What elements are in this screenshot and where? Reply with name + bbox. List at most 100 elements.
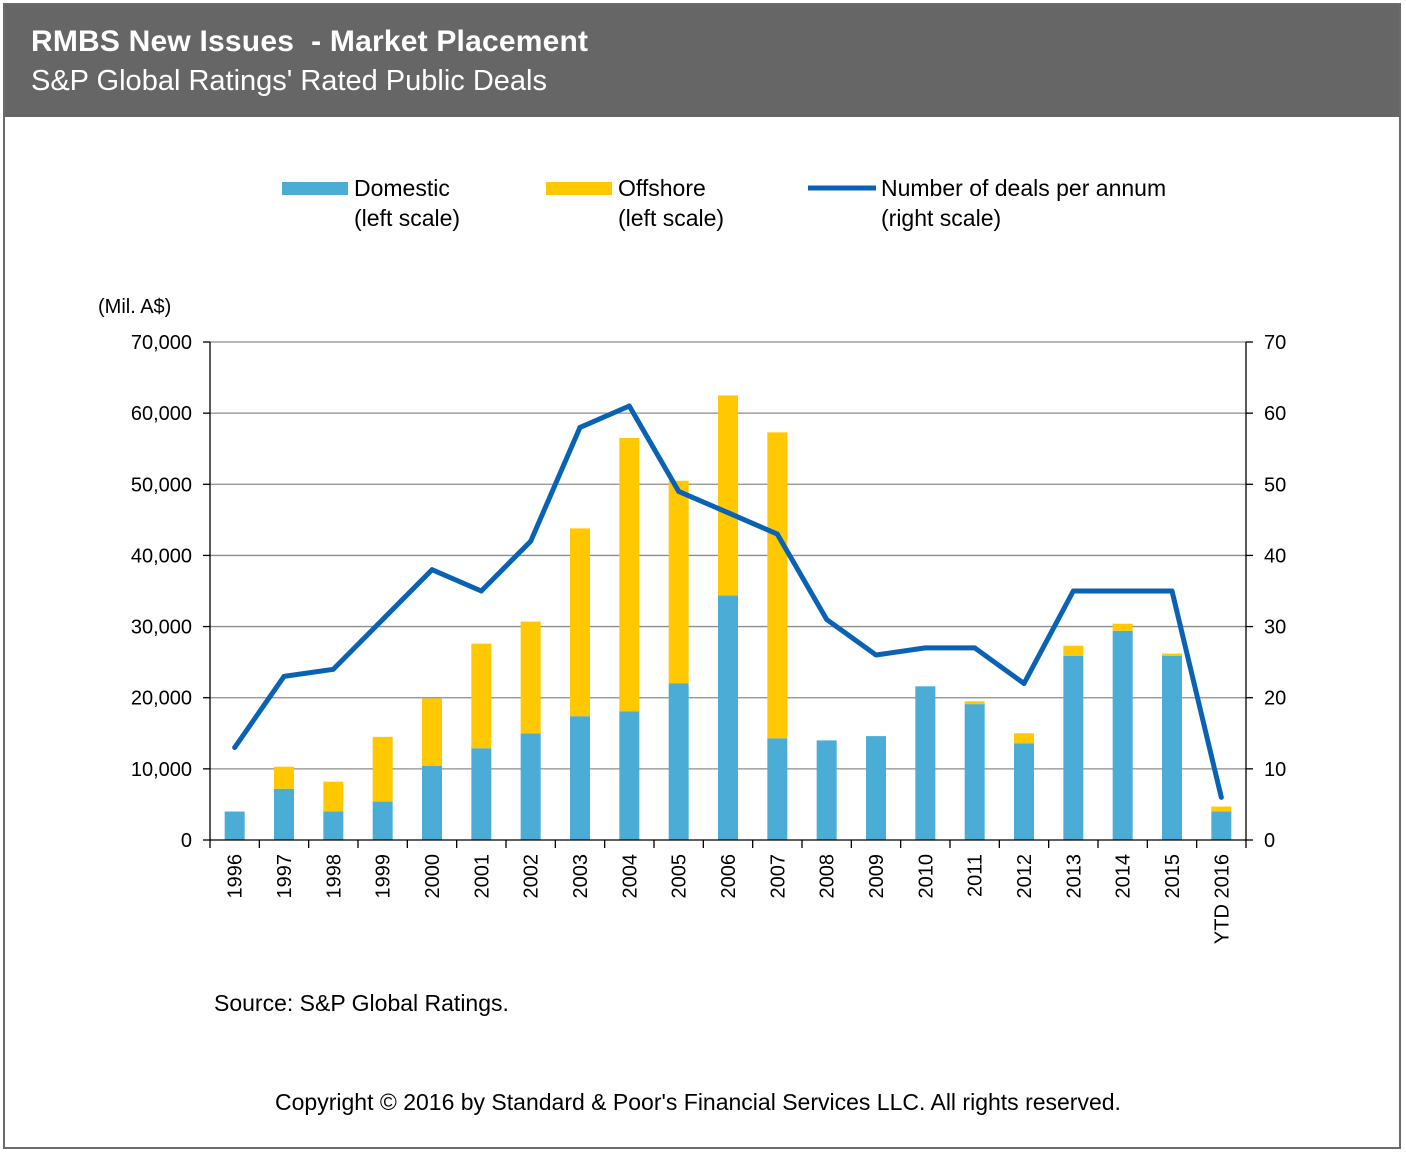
y-left-tick-label: 50,000 [131, 474, 192, 496]
deals-point [774, 531, 780, 537]
x-tick-label: 2009 [866, 854, 888, 899]
bar-offshore [1112, 623, 1133, 631]
deals-point [528, 538, 534, 544]
chart-frame: RMBS New Issues - Market Placement S&P G… [3, 3, 1401, 1149]
y-left-axis-label: (Mil. A$) [98, 296, 171, 318]
deals-point [1021, 681, 1027, 686]
x-tick-label: 2006 [718, 854, 740, 899]
tick-labels: 0 10,000 20,000 30,000 40,000 50,000 60,000 70,… [131, 332, 1286, 944]
bar-offshore [471, 643, 492, 749]
x-tick-label: 2012 [1014, 854, 1036, 899]
x-tick-label: 2002 [521, 854, 543, 899]
bar-domestic [422, 766, 442, 840]
deals-point [232, 745, 238, 750]
x-tick-label: 2008 [817, 854, 839, 899]
y-left-tick-label: 30,000 [131, 617, 192, 639]
deals-point [1070, 588, 1076, 594]
y-left-tick-label: 10,000 [131, 759, 192, 781]
deals-point [478, 588, 484, 594]
legend-swatch-offshore [546, 182, 612, 195]
axes [203, 341, 1253, 848]
deals-point [429, 567, 435, 573]
bar-domestic [816, 740, 837, 840]
x-tick-label: 2013 [1063, 854, 1085, 899]
y-left-tick-label: 0 [181, 830, 192, 852]
x-tick-label: 1999 [373, 854, 395, 899]
x-tick-label: 1998 [323, 854, 345, 899]
deals-line-series [232, 403, 1224, 800]
bar-domestic [274, 788, 294, 840]
y-left-tick-label: 70,000 [131, 332, 192, 354]
y-right-tick-label: 10 [1264, 759, 1286, 781]
deals-point [626, 403, 632, 409]
bar-domestic [1014, 743, 1034, 840]
bar-offshore [1014, 733, 1034, 744]
x-tick-label: 2000 [422, 854, 444, 899]
deals-point [922, 645, 928, 651]
bar-offshore [422, 698, 442, 767]
deals-point [380, 617, 386, 622]
y-right-tick-label: 70 [1264, 332, 1286, 354]
y-right-tick-label: 20 [1264, 688, 1286, 710]
bar-domestic [1063, 655, 1084, 840]
legend-sublabel-offshore: (left scale) [618, 205, 724, 231]
deals-point [281, 673, 287, 679]
bar-offshore [1063, 645, 1084, 656]
bar-domestic [520, 733, 541, 840]
x-tick-label: 2004 [619, 854, 641, 899]
bar-domestic [1112, 630, 1133, 840]
bar-domestic [1211, 811, 1232, 840]
bar-offshore [668, 480, 689, 684]
bar-domestic [767, 738, 788, 840]
deals-point [1120, 588, 1126, 594]
bar-offshore [964, 701, 985, 705]
bar-domestic [372, 801, 393, 840]
legend-label-deals: Number of deals per annum [881, 175, 1166, 201]
deals-point [577, 424, 583, 430]
y-left-tick-label: 60,000 [131, 403, 192, 425]
bar-offshore [1211, 806, 1232, 812]
bar-offshore [274, 766, 294, 789]
deals-point [1218, 794, 1224, 800]
y-right-tick-label: 60 [1264, 403, 1286, 425]
x-tick-label: 2007 [767, 854, 789, 899]
bar-offshore [520, 621, 541, 734]
x-tick-label: 2015 [1162, 854, 1184, 899]
x-tick-label: 1997 [274, 854, 296, 899]
deals-point [676, 489, 682, 494]
deals-point [873, 652, 879, 658]
deals-point [824, 617, 830, 622]
y-left-tick-label: 20,000 [131, 688, 192, 710]
bar-offshore [718, 395, 738, 596]
deals-point [330, 666, 336, 672]
bar-domestic [915, 686, 936, 840]
copyright-note: Copyright © 2016 by Standard & Poor's Fi… [275, 1089, 1121, 1115]
chart-title: RMBS New Issues - Market Placement [31, 25, 589, 58]
x-tick-label: 2010 [915, 854, 937, 899]
y-right-tick-label: 0 [1264, 830, 1275, 852]
deals-point [1169, 588, 1175, 594]
bar-offshore [619, 438, 640, 712]
bar-domestic [964, 704, 985, 840]
bar-domestic [323, 811, 344, 840]
bar-offshore [372, 736, 393, 802]
bar-domestic [668, 683, 689, 840]
y-right-tick-label: 40 [1264, 545, 1286, 567]
x-tick-label: 2005 [669, 854, 691, 899]
bar-offshore [1162, 653, 1182, 656]
x-tick-label: 2011 [965, 854, 987, 897]
legend-swatch-domestic [282, 182, 348, 195]
x-tick-label: 1996 [225, 854, 247, 899]
y-right-tick-label: 50 [1264, 474, 1286, 496]
bar-domestic [1162, 655, 1182, 840]
bar-offshore [570, 528, 590, 717]
bar-domestic [619, 711, 640, 840]
source-note: Source: S&P Global Ratings. [214, 990, 509, 1016]
x-tick-label: 2001 [471, 854, 493, 899]
y-right-tick-label: 30 [1264, 617, 1286, 639]
legend-label-domestic: Domestic [354, 175, 450, 201]
legend: Domestic (left scale) Offshore (left sca… [282, 175, 1166, 231]
bar-domestic [570, 716, 590, 840]
bar-offshore [767, 432, 788, 739]
x-tick-label: 2014 [1113, 854, 1135, 899]
